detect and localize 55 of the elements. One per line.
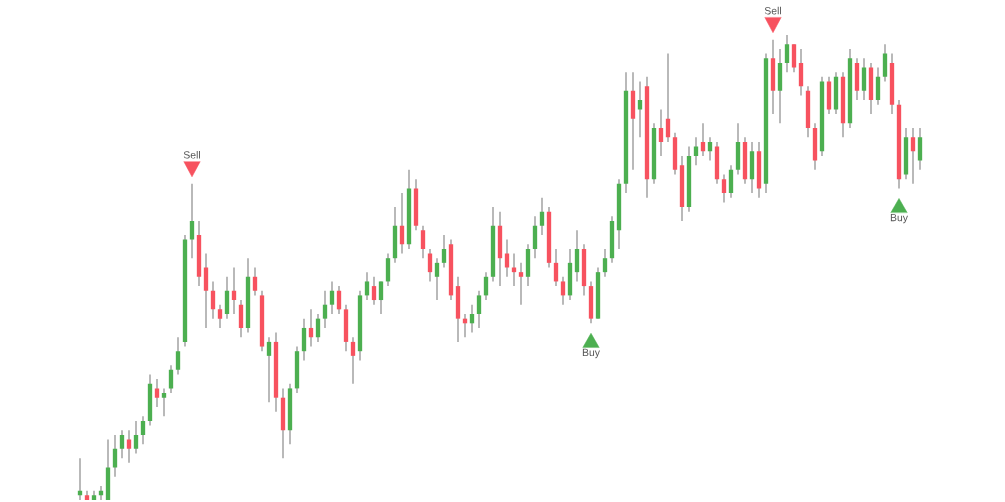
candlestick — [217, 304, 223, 329]
candlestick — [469, 304, 475, 334]
candlestick — [882, 43, 888, 83]
candlestick — [175, 336, 181, 376]
candlestick — [189, 183, 195, 259]
candlestick — [602, 248, 608, 278]
candlestick — [385, 252, 391, 287]
candlestick — [119, 429, 125, 459]
annotation: Sell — [183, 150, 200, 159]
candlestick — [861, 57, 867, 101]
candlestick — [350, 336, 356, 385]
candlestick — [658, 108, 664, 157]
candlestick — [532, 215, 538, 259]
candlestick — [266, 336, 272, 404]
candlestick — [238, 299, 244, 338]
candlestick — [917, 127, 923, 171]
candlestick — [364, 271, 370, 301]
candlestick — [560, 276, 566, 306]
candlestick — [301, 317, 307, 362]
annotation: Sell — [764, 6, 781, 15]
candlestick — [784, 35, 790, 73]
candlestick — [707, 136, 713, 162]
candlestick — [378, 280, 384, 315]
candlestick — [476, 290, 482, 329]
candlestick — [252, 266, 258, 297]
candlestick — [700, 122, 706, 157]
candlestick — [140, 415, 146, 445]
candlestick — [203, 252, 209, 329]
candlestick — [441, 234, 447, 269]
candlestick — [434, 257, 440, 301]
candlestick — [518, 262, 524, 306]
candlestick — [637, 80, 643, 138]
candlestick — [420, 224, 426, 259]
candlestick — [308, 308, 314, 348]
candlestick — [126, 429, 132, 464]
candlestick — [539, 197, 545, 236]
candlestick — [693, 136, 699, 166]
candlestick — [231, 266, 237, 315]
candlestick — [329, 280, 335, 315]
candlestick — [910, 127, 916, 185]
annotation: Buy — [582, 348, 600, 359]
candlestick — [161, 387, 167, 417]
candlestick — [322, 290, 328, 329]
candlestick — [154, 378, 160, 408]
candlestick — [728, 164, 734, 199]
candlestick — [371, 276, 377, 306]
candlestick — [504, 238, 510, 278]
candlestick — [721, 173, 727, 204]
candlestick — [875, 66, 881, 106]
candlestick — [791, 43, 797, 73]
candlestick — [574, 229, 580, 283]
annotation: Buy — [890, 213, 908, 224]
candlestick — [798, 48, 804, 97]
candlestick — [133, 420, 139, 455]
candlestick — [224, 276, 230, 320]
